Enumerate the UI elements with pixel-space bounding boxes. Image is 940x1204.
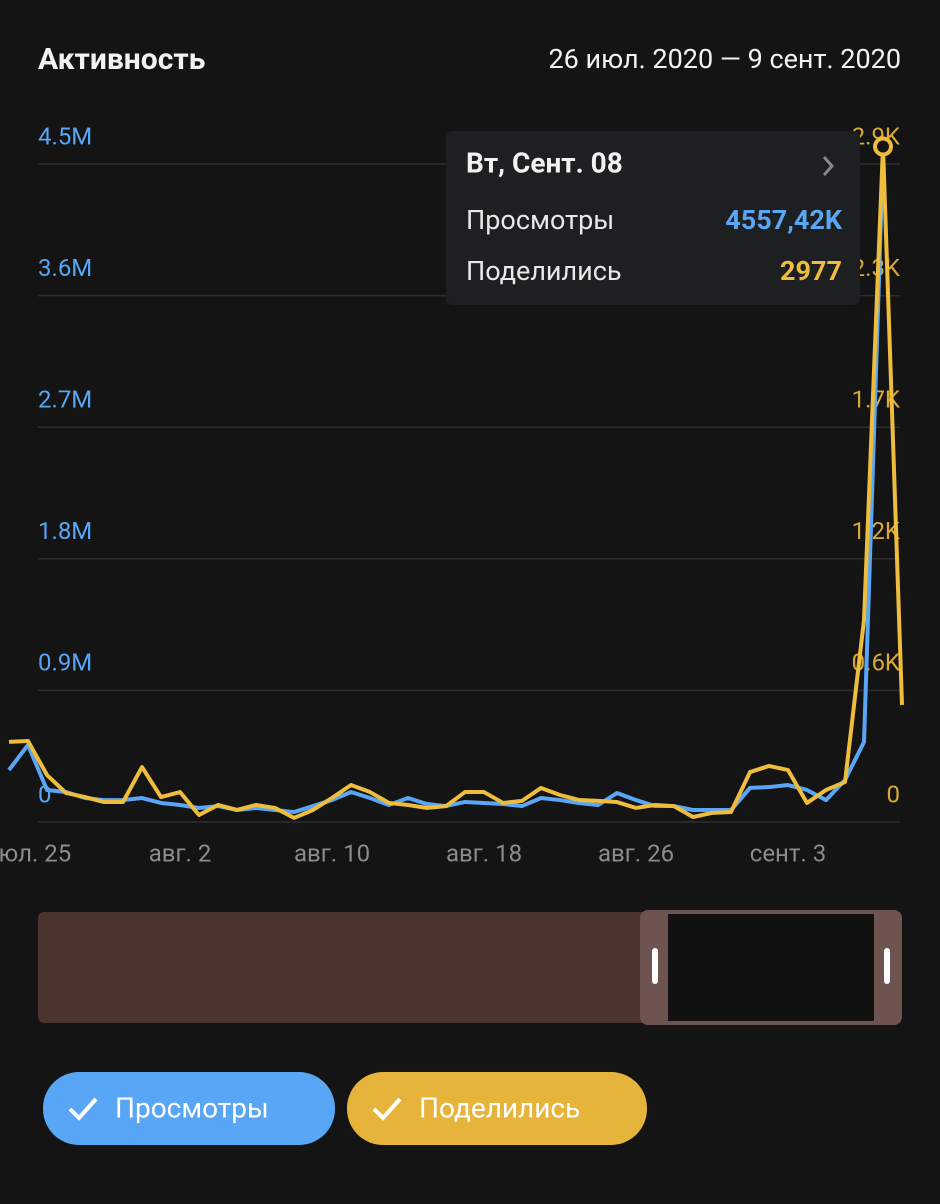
check-icon: [372, 1097, 402, 1121]
tooltip-bg: [446, 131, 860, 305]
tooltip: Вт, Сент. 08 Просмотры 4557,42K Поделили…: [446, 131, 860, 305]
chevron: [822, 156, 835, 176]
handle-grip: [652, 948, 658, 984]
x-tick-label: авг. 26: [598, 839, 674, 867]
x-tick-label: авг. 18: [446, 839, 522, 867]
button-bg: [347, 1072, 647, 1145]
x-tick-label: авг. 2: [149, 839, 212, 867]
hover-marker: [873, 136, 893, 157]
tooltip-value: 2977: [780, 255, 842, 287]
page-title: Активность: [38, 42, 206, 77]
series-line: [8, 144, 904, 820]
legend-label: Просмотры: [115, 1091, 269, 1124]
legend-button[interactable]: Поделились: [347, 1072, 647, 1145]
tooltip-title: Вт, Сент. 08: [466, 146, 623, 179]
navigator[interactable]: [38, 910, 902, 1025]
tooltip-series: Просмотры: [466, 204, 614, 236]
y-tick-label: 0.9M: [38, 649, 92, 677]
y-tick-label: 4.5M: [38, 122, 92, 150]
button-bg: [43, 1072, 335, 1145]
date-range: 26 июл. 2020 — 9 сент. 2020: [549, 43, 902, 75]
y-tick-label: 2.7M: [38, 386, 92, 414]
y-tick-label: 0: [38, 780, 52, 808]
y-tick-label: 3.6M: [38, 254, 92, 282]
legend-button[interactable]: Просмотры: [43, 1072, 335, 1145]
x-tick-label: июл. 25: [0, 839, 71, 867]
tooltip-series: Поделились: [466, 255, 622, 287]
y2-tick-label: 1.2K: [852, 517, 901, 545]
legend-label: Поделились: [419, 1091, 580, 1124]
check-icon: [68, 1097, 98, 1121]
x-tick-label: сент. 3: [750, 839, 826, 867]
y-tick-label: 1.8M: [38, 517, 92, 545]
y2-tick-label: 0: [887, 780, 901, 808]
tooltip-value: 4557,42K: [725, 204, 843, 236]
x-tick-label: авг. 10: [294, 839, 370, 867]
handle-grip: [884, 948, 890, 984]
navigator-window: [640, 910, 902, 1025]
